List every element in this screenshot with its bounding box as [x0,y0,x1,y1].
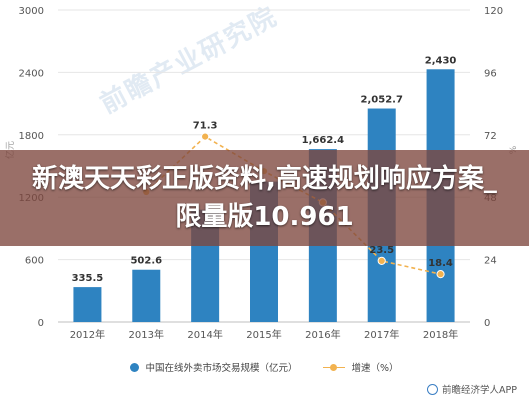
bar-data-label: 2,430 [425,55,457,66]
y-left-tick-label: 600 [25,256,44,267]
y-left-tick-label: 0 [38,318,44,329]
legend-bar-label: 中国在线外卖市场交易规模（亿元） [145,363,298,374]
bar [73,287,102,322]
growth-point [377,256,386,265]
legend-line-label: 增速（%） [351,363,399,374]
source-credit: 前瞻经济学人APP [427,382,517,396]
bar-data-label: 1,662.4 [302,135,344,146]
x-tick-label: 2014年 [187,328,222,341]
legend-item-line: 增速（%） [323,360,399,374]
source-label: 前瞻经济学人APP [442,385,517,396]
growth-point [201,132,210,141]
x-tick-label: 2012年 [70,328,105,341]
overlay-banner: 新澳天天彩正版资料,高速规划响应方案_限量版10.961 [0,150,529,246]
y-right-tick-label: 120 [484,6,503,17]
bar [132,269,161,322]
y-right-tick-label: 96 [484,68,497,79]
x-tick-label: 2015年 [246,328,281,341]
legend-bar-swatch [130,362,140,372]
growth-data-label: 71.3 [193,121,218,132]
growth-data-label: 23.5 [369,245,394,256]
growth-data-label: 18.4 [428,258,453,269]
growth-point [436,270,445,279]
y-left-tick-label: 1800 [19,131,44,142]
y-right-tick-label: 24 [484,256,497,267]
y-left-tick-label: 2400 [19,68,44,79]
legend-item-bar: 中国在线外卖市场交易规模（亿元） [130,360,297,374]
x-tick-label: 2016年 [305,328,340,341]
legend: 中国在线外卖市场交易规模（亿元） 增速（%） [0,358,529,376]
banner-title: 新澳天天彩正版资料,高速规划响应方案_限量版10.961 [32,164,497,232]
y-right-tick-label: 72 [484,131,497,142]
bar-data-label: 2,052.7 [361,95,403,106]
y-right-axis-label: % [509,145,519,154]
x-tick-label: 2017年 [364,328,399,341]
y-right-tick-label: 0 [484,318,490,329]
bar-data-label: 502.6 [130,256,162,267]
legend-line-swatch [323,363,346,372]
bar-data-label: 335.5 [72,273,104,284]
x-tick-label: 2013年 [129,328,164,341]
x-tick-label: 2018年 [423,328,458,341]
y-left-tick-label: 3000 [19,6,44,17]
logo-icon [427,383,439,395]
